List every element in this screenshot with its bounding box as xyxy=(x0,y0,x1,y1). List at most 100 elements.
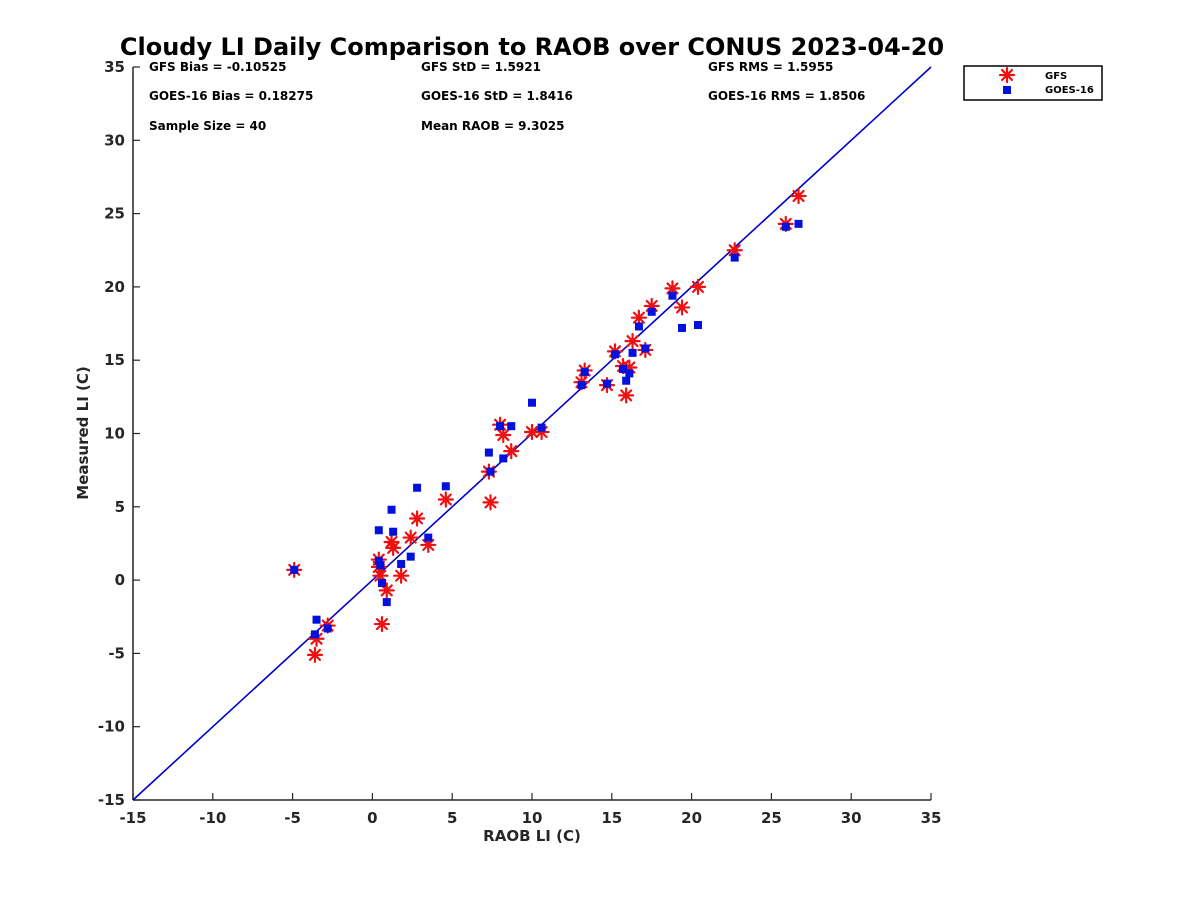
x-tick-label: 20 xyxy=(681,809,702,827)
data-point xyxy=(678,323,687,332)
x-tick-label: 0 xyxy=(367,809,377,827)
data-point xyxy=(622,376,631,385)
y-tick-label: 35 xyxy=(104,58,125,76)
data-point xyxy=(424,533,433,542)
data-point xyxy=(624,333,641,350)
asterisk-stroke xyxy=(380,584,393,597)
data-point xyxy=(528,398,536,407)
data-point xyxy=(312,615,321,624)
asterisk-stroke xyxy=(374,569,387,582)
asterisk-stroke xyxy=(632,311,645,324)
data-point xyxy=(625,369,634,378)
data-point xyxy=(641,344,650,353)
data-point xyxy=(603,379,612,388)
stat-text: GOES-16 StD = 1.8416 xyxy=(421,89,573,103)
x-tick-label: 25 xyxy=(761,809,782,827)
asterisk-stroke xyxy=(666,282,679,295)
data-point xyxy=(377,579,386,588)
data-point xyxy=(618,387,635,404)
stat-text: GOES-16 Bias = 0.18275 xyxy=(149,89,313,103)
y-tick-label: 20 xyxy=(104,278,125,296)
data-point xyxy=(393,567,410,584)
data-point xyxy=(499,454,508,463)
data-points xyxy=(286,187,807,663)
data-point xyxy=(668,291,677,300)
x-tick-label: 35 xyxy=(921,809,942,827)
asterisk-stroke xyxy=(1000,68,1014,82)
data-point xyxy=(781,222,790,231)
asterisk-stroke xyxy=(395,569,408,582)
data-point xyxy=(397,559,406,568)
legend: GFS GOES-16 xyxy=(963,65,1103,101)
data-point xyxy=(374,526,383,535)
data-point xyxy=(689,278,707,295)
data-point xyxy=(441,482,450,491)
asterisk-stroke xyxy=(375,618,389,631)
y-tick-label: -15 xyxy=(98,791,125,809)
data-point xyxy=(794,219,803,228)
asterisk-stroke xyxy=(439,493,452,506)
data-point xyxy=(310,630,319,639)
data-point xyxy=(402,529,419,546)
y-tick-label: 0 xyxy=(115,571,125,589)
data-point xyxy=(577,381,586,390)
asterisk-stroke xyxy=(505,445,518,458)
x-tick-label: 30 xyxy=(841,809,862,827)
asterisk-stroke xyxy=(620,389,633,402)
y-tick-label: 5 xyxy=(115,498,125,516)
data-point xyxy=(628,348,637,357)
asterisk-stroke xyxy=(497,428,510,442)
legend-box xyxy=(963,65,1103,101)
data-point xyxy=(306,646,324,663)
data-point xyxy=(496,422,505,431)
stats-annotations: GFS Bias = -0.10525 GFS StD = 1.5921 GFS R… xyxy=(149,60,865,133)
data-point xyxy=(378,582,395,599)
data-point xyxy=(673,299,691,316)
stat-text: Mean RAOB = 9.3025 xyxy=(421,119,565,133)
data-point xyxy=(533,423,550,441)
stat-text: GFS Bias = -0.10525 xyxy=(149,60,286,74)
x-tick-label: 15 xyxy=(601,809,622,827)
y-tick-label: -10 xyxy=(98,718,125,736)
stat-text: GFS StD = 1.5921 xyxy=(421,60,541,74)
data-point xyxy=(484,448,493,457)
asterisk-stroke xyxy=(626,335,639,348)
x-tick-label: 5 xyxy=(447,809,457,827)
series-goes-16 xyxy=(290,219,803,639)
asterisk-stroke xyxy=(525,425,539,439)
y-tick-label: 25 xyxy=(104,205,125,223)
asterisk-stroke xyxy=(387,541,400,554)
asterisk-stroke xyxy=(484,496,497,509)
data-point xyxy=(726,242,743,259)
asterisk-stroke xyxy=(310,632,323,645)
data-point xyxy=(387,505,396,514)
asterisk-stroke xyxy=(675,301,689,314)
axes: -15 -10 -5 0 5 10 15 20 25 30 35 -15 -10 -5 0 5 10 15 20 25… xyxy=(98,58,942,827)
data-point xyxy=(482,494,499,511)
legend-marker-goes16 xyxy=(1003,86,1011,94)
stat-text: GFS RMS = 1.5955 xyxy=(708,60,833,74)
x-tick-label: -10 xyxy=(199,809,226,827)
asterisk-stroke xyxy=(422,538,435,551)
data-point xyxy=(618,364,627,373)
data-point xyxy=(406,552,415,561)
asterisk-stroke xyxy=(691,280,705,293)
legend-markers xyxy=(998,66,1016,94)
data-point xyxy=(373,615,391,633)
data-point xyxy=(408,510,426,527)
data-point xyxy=(610,350,619,359)
data-point xyxy=(437,491,454,508)
data-point xyxy=(503,442,520,460)
data-point xyxy=(323,624,332,633)
data-point xyxy=(730,253,739,262)
x-tick-label: -15 xyxy=(119,809,146,827)
data-point xyxy=(385,539,402,556)
y-tick-label: 10 xyxy=(104,425,125,443)
data-point xyxy=(382,598,391,607)
data-point xyxy=(290,565,299,574)
data-point xyxy=(413,483,422,492)
data-point xyxy=(693,321,702,330)
y-axis-label: Measured LI (C) xyxy=(74,366,92,499)
asterisk-stroke xyxy=(308,648,321,661)
